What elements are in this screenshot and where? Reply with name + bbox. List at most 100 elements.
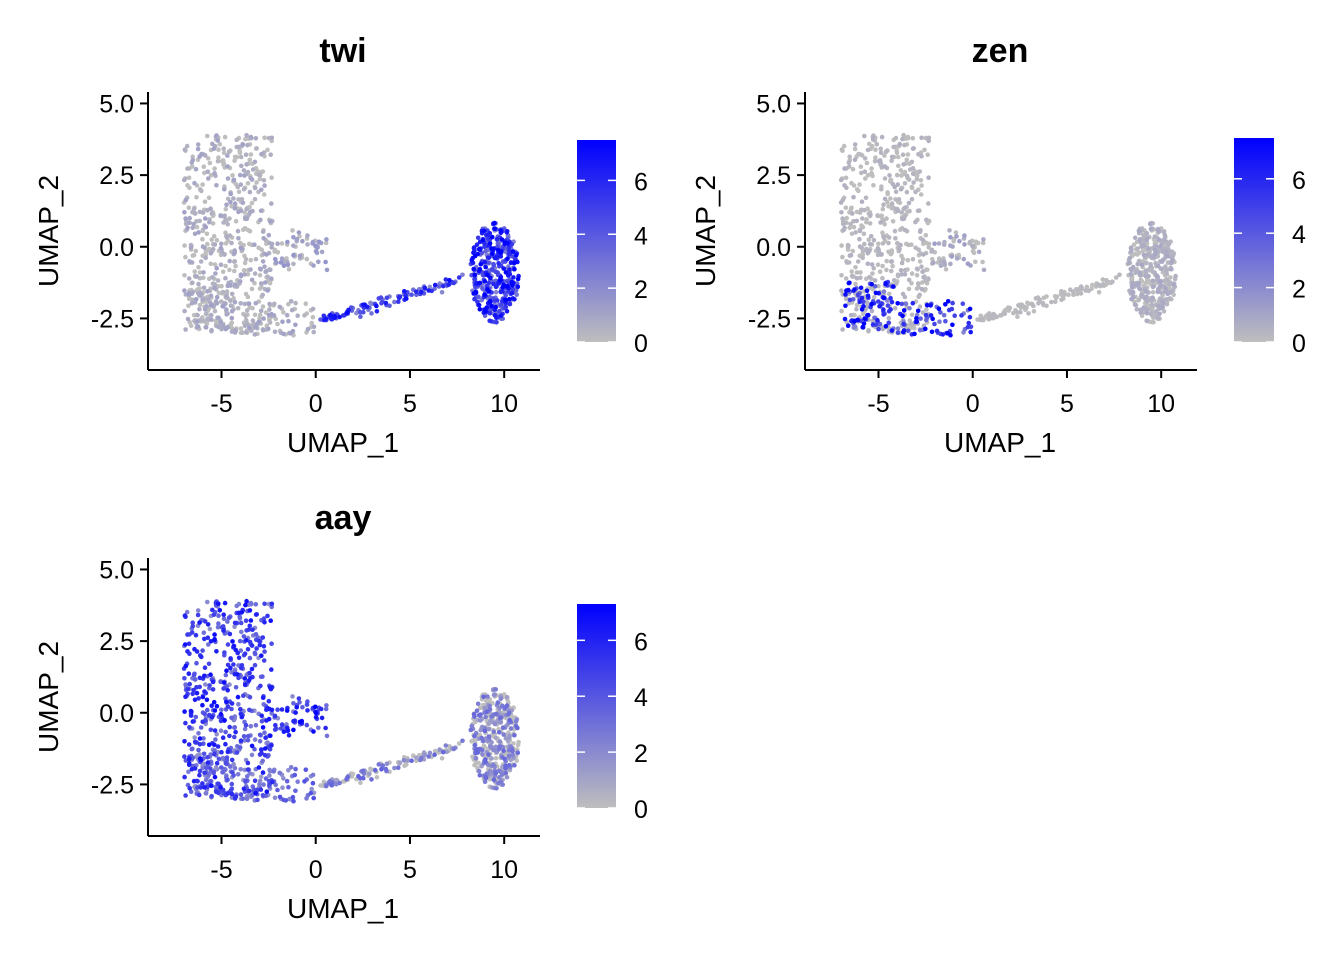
cell-point (215, 744, 221, 749)
cell-point (1130, 289, 1136, 295)
cell-point (225, 777, 230, 783)
cell-point (918, 192, 924, 197)
cell-point (919, 264, 924, 270)
cell-point (272, 795, 278, 801)
cell-point (1040, 300, 1046, 306)
cell-point (200, 210, 206, 215)
cell-point (486, 289, 492, 294)
cell-point (477, 307, 483, 312)
cell-point (1113, 275, 1119, 280)
cell-point (419, 755, 424, 761)
cell-point (900, 291, 906, 297)
cell-point (483, 309, 488, 314)
cell-point (893, 236, 898, 241)
cell-point (1150, 278, 1156, 284)
cell-point (233, 328, 239, 333)
cell-point (515, 750, 521, 755)
cell-point (195, 608, 201, 613)
cell-point (369, 767, 374, 773)
cell-point (182, 774, 187, 780)
cell-point (852, 142, 858, 147)
cell-point (258, 747, 264, 752)
cell-point (515, 276, 521, 282)
cell-point (218, 245, 224, 251)
cell-point (1169, 258, 1175, 264)
cell-point (460, 272, 465, 278)
cell-point (221, 304, 226, 309)
cell-point (297, 253, 303, 259)
cell-point (916, 281, 921, 287)
cell-point (507, 717, 512, 723)
cell-point (914, 319, 920, 325)
cell-point (843, 276, 849, 281)
cell-point (896, 163, 901, 169)
cell-point (443, 743, 449, 748)
cell-point (495, 298, 500, 303)
cell-point (205, 316, 210, 321)
cell-point (219, 250, 225, 255)
cell-point (190, 157, 196, 163)
cell-point (267, 281, 273, 286)
chart-title: twi (319, 32, 366, 70)
cell-point (236, 655, 242, 661)
cell-point (1171, 292, 1176, 298)
cell-point (240, 796, 245, 801)
cell-point (238, 767, 243, 772)
cell-point (511, 741, 516, 746)
cell-point (261, 236, 267, 241)
cell-point (318, 706, 324, 712)
cell-point (1132, 302, 1138, 308)
cell-point (899, 210, 905, 215)
cell-point (227, 724, 232, 730)
cell-point (191, 206, 197, 212)
cell-point (231, 761, 236, 767)
cell-point (309, 320, 315, 326)
cell-point (257, 272, 263, 278)
cell-point (199, 188, 204, 194)
cell-point (498, 277, 503, 283)
cell-point (476, 302, 482, 308)
cell-point (1016, 303, 1021, 308)
cell-point (269, 175, 274, 180)
cell-point (899, 260, 905, 266)
cell-point (501, 266, 507, 271)
cell-point (861, 231, 867, 237)
cell-point (491, 747, 496, 753)
cell-point (311, 324, 317, 330)
cell-point (197, 756, 203, 761)
cell-point (422, 752, 427, 758)
cell-point (904, 157, 910, 163)
cell-point (247, 608, 253, 613)
cell-point (235, 184, 240, 190)
cell-point (503, 304, 509, 310)
cell-point (374, 303, 379, 309)
cell-point (285, 239, 290, 245)
cell-point (857, 299, 862, 305)
cell-point (259, 247, 265, 252)
cell-point (843, 303, 848, 309)
cell-point (506, 748, 512, 753)
cell-point (915, 308, 921, 314)
cell-point (981, 267, 987, 273)
cell-point (901, 321, 906, 327)
cell-point (512, 763, 517, 768)
colorbar-gradient (1234, 138, 1274, 342)
y-axis-label: UMAP_2 (33, 641, 64, 753)
cell-point (311, 795, 317, 801)
cell-point (1155, 316, 1161, 322)
cell-point (1157, 311, 1162, 317)
cell-point (859, 207, 864, 213)
cell-point (886, 249, 891, 255)
cell-point (469, 738, 474, 744)
cell-point (247, 694, 253, 700)
cell-point (245, 767, 251, 772)
cell-point (240, 200, 246, 206)
cell-point (205, 169, 211, 174)
x-tick-label: 0 (309, 390, 323, 418)
cell-point (843, 175, 849, 181)
cell-point (214, 301, 220, 306)
cell-point (902, 272, 908, 277)
cell-point (1059, 297, 1064, 303)
cell-point (210, 687, 216, 692)
y-tick-label: 0.0 (99, 234, 134, 262)
